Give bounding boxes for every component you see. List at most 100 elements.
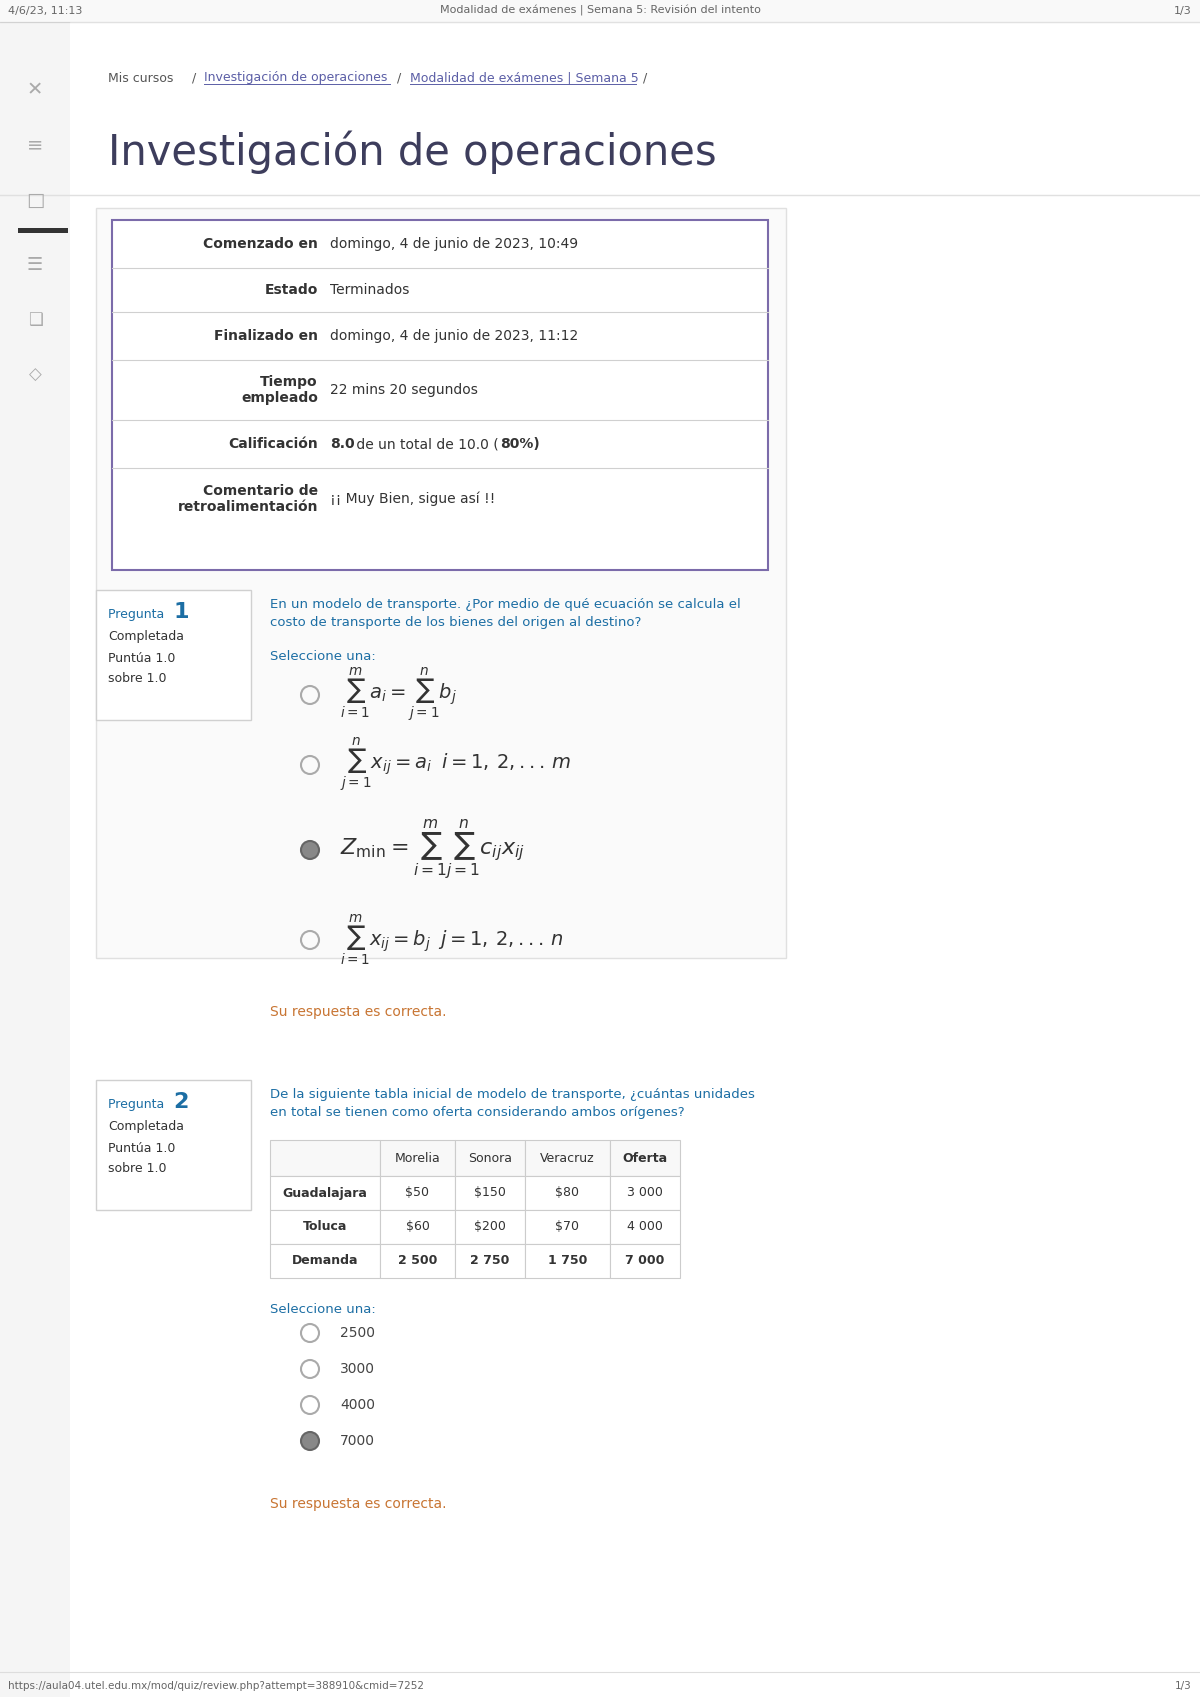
Text: Pregunta: Pregunta	[108, 608, 168, 621]
Bar	[0, 22, 70, 1697]
Text: Calificación: Calificación	[228, 438, 318, 451]
Bar	[96, 591, 251, 720]
Text: En un modelo de transporte. ¿Por medio de qué ecuación se calcula el: En un modelo de transporte. ¿Por medio d…	[270, 597, 740, 611]
Bar	[270, 1140, 380, 1176]
Text: 2: 2	[173, 1091, 188, 1112]
Text: Puntúa 1.0: Puntúa 1.0	[108, 652, 175, 665]
Text: Oferta: Oferta	[623, 1152, 667, 1164]
Bar	[18, 227, 68, 232]
Bar	[380, 1210, 455, 1244]
Text: Puntúa 1.0: Puntúa 1.0	[108, 1142, 175, 1156]
Text: ✕: ✕	[26, 80, 43, 100]
Bar	[96, 1079, 251, 1210]
Text: /: /	[192, 71, 197, 85]
Text: Toluca: Toluca	[302, 1220, 347, 1234]
Bar	[270, 1210, 380, 1244]
Bar	[380, 1244, 455, 1278]
Text: ≡: ≡	[26, 136, 43, 154]
Text: Sonora: Sonora	[468, 1152, 512, 1164]
Bar	[380, 1176, 455, 1210]
Text: 2 500: 2 500	[398, 1254, 437, 1268]
Text: Morelia: Morelia	[395, 1152, 440, 1164]
Text: $\sum_{i=1}^{m} a_i = \sum_{j=1}^{n} b_j$: $\sum_{i=1}^{m} a_i = \sum_{j=1}^{n} b_j…	[340, 665, 457, 725]
Text: sobre 1.0: sobre 1.0	[108, 672, 167, 686]
Bar	[526, 1176, 610, 1210]
Text: 1/3: 1/3	[1175, 7, 1192, 15]
Text: Comentario de
retroalimentación: Comentario de retroalimentación	[178, 484, 318, 514]
Text: Veracruz: Veracruz	[540, 1152, 595, 1164]
Bar	[380, 1140, 455, 1176]
Bar	[610, 1140, 680, 1176]
Text: □: □	[26, 190, 44, 209]
Text: 8.0: 8.0	[330, 438, 355, 451]
Text: 22 mins 20 segundos: 22 mins 20 segundos	[330, 384, 478, 397]
Text: 4000: 4000	[340, 1398, 374, 1412]
Text: ¡¡ Muy Bien, sigue así !!: ¡¡ Muy Bien, sigue así !!	[330, 492, 496, 506]
Circle shape	[301, 842, 319, 859]
Text: $200: $200	[474, 1220, 506, 1234]
Bar	[455, 1176, 526, 1210]
Text: ◇: ◇	[29, 367, 41, 384]
Text: 4/6/23, 11:13: 4/6/23, 11:13	[8, 7, 83, 15]
Text: 3 000: 3 000	[628, 1186, 662, 1200]
Circle shape	[301, 1432, 319, 1449]
Text: Modalidad de exámenes | Semana 5: Revisión del intento: Modalidad de exámenes | Semana 5: Revisi…	[439, 5, 761, 17]
Bar	[455, 1210, 526, 1244]
Text: domingo, 4 de junio de 2023, 10:49: domingo, 4 de junio de 2023, 10:49	[330, 238, 578, 251]
Text: Completada: Completada	[108, 1120, 184, 1134]
Text: Su respuesta es correcta.: Su respuesta es correcta.	[270, 1497, 446, 1510]
Text: costo de transporte de los bienes del origen al destino?: costo de transporte de los bienes del or…	[270, 616, 641, 630]
Bar	[0, 0, 1200, 22]
Text: De la siguiente tabla inicial de modelo de transporte, ¿cuántas unidades: De la siguiente tabla inicial de modelo …	[270, 1088, 755, 1101]
Text: 3000: 3000	[340, 1363, 374, 1376]
Text: Mis cursos: Mis cursos	[108, 71, 173, 85]
Text: $\sum_{j=1}^{n} x_{ij} = a_i \;\; i=1,\, 2,...\, m$: $\sum_{j=1}^{n} x_{ij} = a_i \;\; i=1,\,…	[340, 736, 571, 794]
Text: /: /	[397, 71, 401, 85]
Text: $80: $80	[556, 1186, 580, 1200]
Text: 4 000: 4 000	[628, 1220, 662, 1234]
Text: 1 750: 1 750	[548, 1254, 587, 1268]
Text: $50: $50	[406, 1186, 430, 1200]
Bar	[455, 1140, 526, 1176]
Bar	[455, 1244, 526, 1278]
Text: 2500: 2500	[340, 1325, 374, 1341]
Text: Demanda: Demanda	[292, 1254, 359, 1268]
Text: en total se tienen como oferta considerando ambos orígenes?: en total se tienen como oferta considera…	[270, 1106, 685, 1118]
Bar	[112, 221, 768, 570]
Text: Seleccione una:: Seleccione una:	[270, 650, 376, 664]
Bar	[526, 1210, 610, 1244]
Text: 1/3: 1/3	[1175, 1682, 1192, 1690]
Bar	[270, 1244, 380, 1278]
Text: Completada: Completada	[108, 630, 184, 643]
Text: $Z_{\min} = \sum_{i=1}^{m} \sum_{j=1}^{n} c_{ij} x_{ij}$: $Z_{\min} = \sum_{i=1}^{m} \sum_{j=1}^{n…	[340, 818, 526, 882]
Text: $150: $150	[474, 1186, 506, 1200]
Text: Tiempo
empleado: Tiempo empleado	[241, 375, 318, 406]
Text: Finalizado en: Finalizado en	[214, 329, 318, 343]
Text: 2 750: 2 750	[470, 1254, 510, 1268]
Text: $60: $60	[406, 1220, 430, 1234]
Text: Investigación de operaciones: Investigación de operaciones	[108, 131, 716, 173]
Text: $70: $70	[556, 1220, 580, 1234]
Bar	[96, 209, 786, 959]
Text: Modalidad de exámenes | Semana 5: Modalidad de exámenes | Semana 5	[410, 71, 638, 85]
Text: Seleccione una:: Seleccione una:	[270, 1303, 376, 1315]
Text: sobre 1.0: sobre 1.0	[108, 1162, 167, 1174]
Text: 7 000: 7 000	[625, 1254, 665, 1268]
Text: Guadalajara: Guadalajara	[282, 1186, 367, 1200]
Text: Comenzado en: Comenzado en	[203, 238, 318, 251]
Text: ☰: ☰	[26, 256, 43, 273]
Text: Su respuesta es correcta.: Su respuesta es correcta.	[270, 1005, 446, 1018]
Text: 7000: 7000	[340, 1434, 374, 1448]
Text: $\sum_{i=1}^{m} x_{ij} = b_j \;\; j=1,\, 2,...\, n$: $\sum_{i=1}^{m} x_{ij} = b_j \;\; j=1,\,…	[340, 913, 564, 967]
Text: 80%): 80%)	[500, 438, 540, 451]
Text: 1: 1	[173, 602, 188, 623]
Text: domingo, 4 de junio de 2023, 11:12: domingo, 4 de junio de 2023, 11:12	[330, 329, 578, 343]
Bar	[610, 1210, 680, 1244]
Text: https://aula04.utel.edu.mx/mod/quiz/review.php?attempt=388910&cmid=7252: https://aula04.utel.edu.mx/mod/quiz/revi…	[8, 1682, 424, 1690]
Bar	[526, 1244, 610, 1278]
Text: Pregunta: Pregunta	[108, 1098, 168, 1112]
Text: /: /	[643, 71, 647, 85]
Bar	[610, 1176, 680, 1210]
Text: Investigación de operaciones: Investigación de operaciones	[204, 71, 388, 85]
Bar	[526, 1140, 610, 1176]
